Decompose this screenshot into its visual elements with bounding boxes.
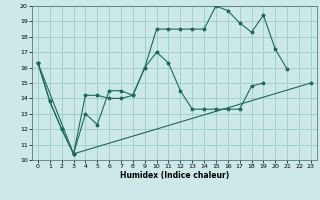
X-axis label: Humidex (Indice chaleur): Humidex (Indice chaleur): [120, 171, 229, 180]
